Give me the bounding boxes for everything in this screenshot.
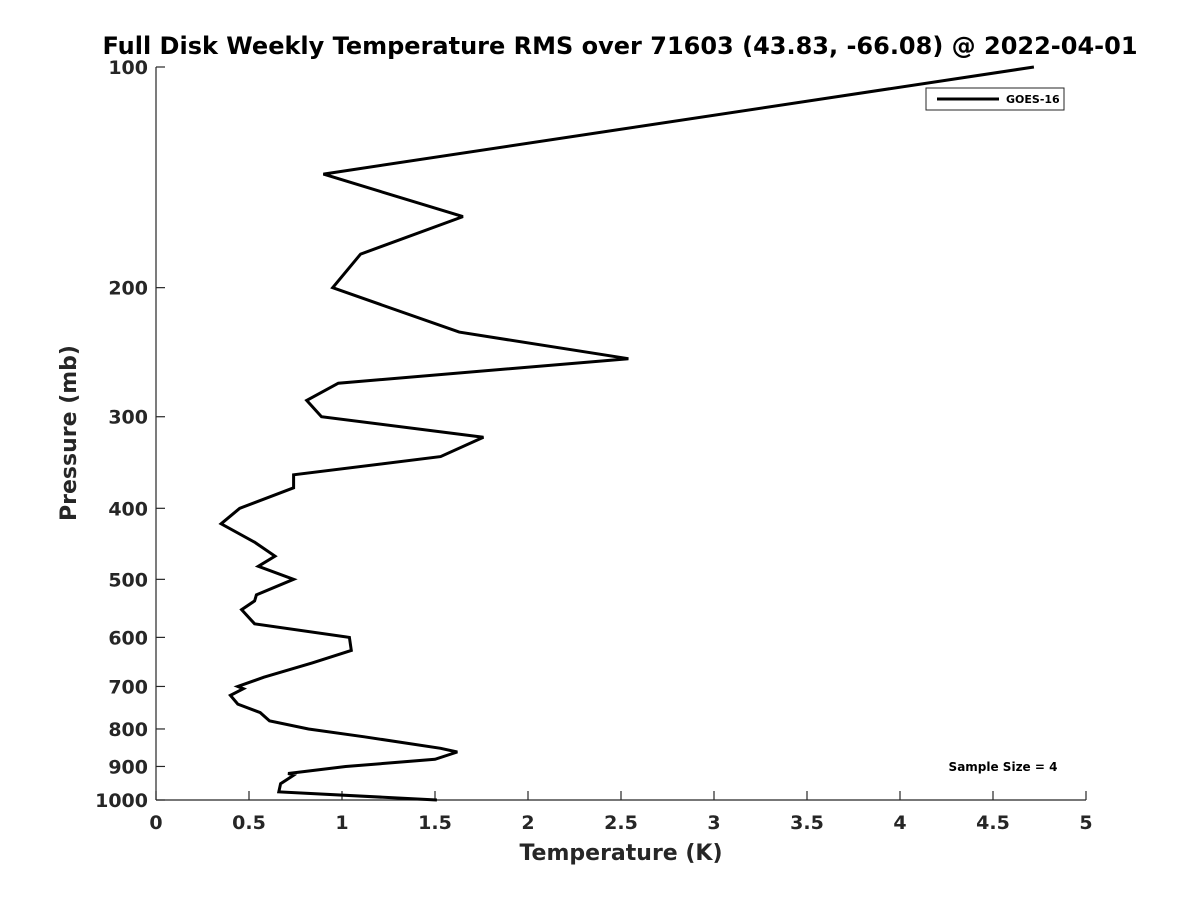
y-tick-label: 900 — [108, 756, 148, 778]
chart-title: Full Disk Weekly Temperature RMS over 71… — [102, 32, 1137, 60]
y-tick-label: 1000 — [95, 790, 148, 812]
x-tick-label: 2.5 — [604, 812, 638, 834]
sample-size-annotation: Sample Size = 4 — [949, 760, 1058, 774]
legend: GOES-16 — [925, 87, 1065, 111]
x-tick-label: 1.5 — [418, 812, 452, 834]
x-tick-label: 0.5 — [232, 812, 266, 834]
y-tick-label: 300 — [108, 407, 148, 429]
y-tick-label: 100 — [108, 57, 148, 79]
y-tick-label: 600 — [108, 627, 148, 649]
y-ticks: 100 200 300 400 500 600 700 800 900 1000 — [95, 57, 165, 812]
x-tick-label: 1 — [335, 812, 348, 834]
x-tick-label: 2 — [521, 812, 534, 834]
series-line-goes-16 — [218, 65, 1035, 802]
x-tick-label: 4 — [893, 812, 906, 834]
x-ticks: 0 0.5 1 1.5 2 2.5 3 3.5 4 4.5 5 — [149, 791, 1093, 834]
x-tick-label: 3 — [707, 812, 720, 834]
y-tick-label: 700 — [108, 676, 148, 698]
x-tick-label: 5 — [1079, 812, 1092, 834]
y-tick-label: 200 — [108, 278, 148, 300]
y-tick-label: 400 — [108, 498, 148, 520]
legend-label-goes-16: GOES-16 — [1006, 93, 1060, 106]
x-tick-label: 3.5 — [790, 812, 824, 834]
x-tick-label: 4.5 — [976, 812, 1010, 834]
y-axis-label: Pressure (mb) — [57, 345, 82, 521]
series-group — [218, 65, 1035, 802]
x-tick-label: 0 — [149, 812, 162, 834]
y-tick-label: 500 — [108, 569, 148, 591]
x-axis-label: Temperature (K) — [519, 841, 722, 866]
y-tick-label: 800 — [108, 719, 148, 741]
